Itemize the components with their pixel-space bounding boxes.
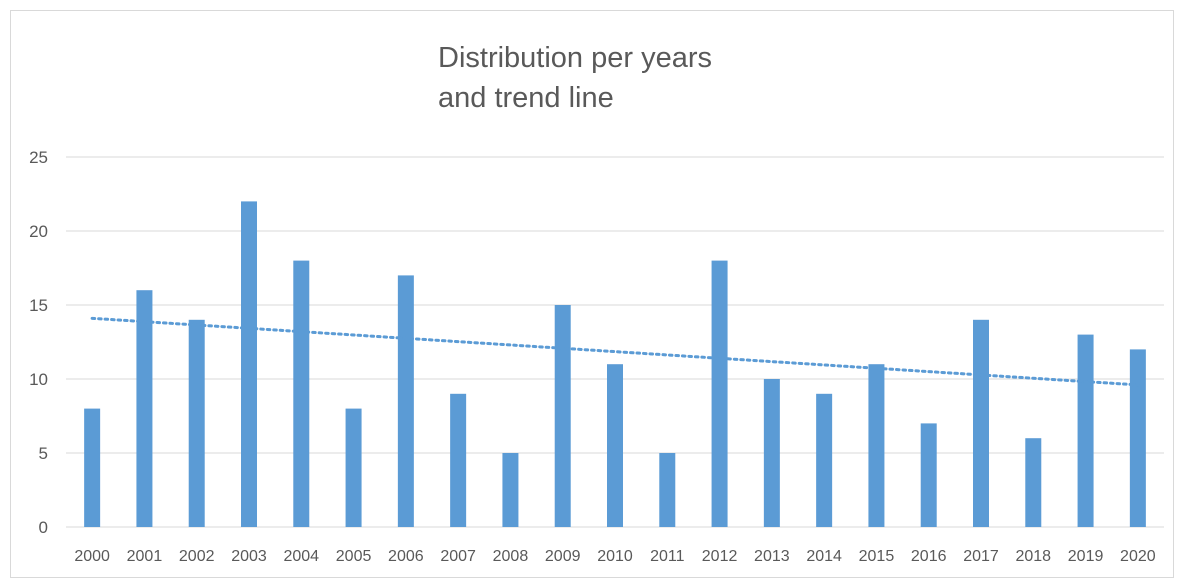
- x-tick-label: 2002: [179, 548, 215, 565]
- bar: [188, 319, 205, 527]
- bar: [293, 260, 310, 527]
- x-tick-label: 2011: [650, 548, 685, 565]
- x-tick-label: 2004: [283, 548, 319, 565]
- x-tick-label: 2013: [754, 548, 790, 565]
- chart-title: Distribution per years and trend line: [438, 42, 712, 114]
- bar: [711, 260, 728, 527]
- x-tick-label: 2010: [597, 548, 633, 565]
- bar: [659, 453, 676, 527]
- x-tick-label: 2003: [231, 548, 267, 565]
- bar: [554, 305, 571, 527]
- y-tick-label: 10: [29, 370, 48, 389]
- y-tick-label: 20: [29, 222, 48, 241]
- trend-line: [90, 316, 1140, 387]
- x-tick-label: 2008: [493, 548, 529, 565]
- bar: [1129, 349, 1146, 527]
- bar: [345, 408, 362, 527]
- x-tick-label: 2000: [74, 548, 110, 565]
- y-axis-ticks: 0 5 10 15 20 25: [29, 148, 48, 537]
- bar: [450, 393, 467, 527]
- bar: [241, 201, 257, 527]
- bar: [973, 319, 989, 527]
- x-tick-label: 2018: [1015, 548, 1051, 565]
- x-axis-ticks: 2000 2001 2002 2003 2004 2005 2006 2007 2008 2009…: [74, 548, 1155, 565]
- bar: [868, 364, 885, 527]
- bar: [136, 290, 153, 527]
- bar: [1025, 438, 1042, 527]
- x-tick-label: 2006: [388, 548, 424, 565]
- x-tick-label: 2001: [127, 548, 163, 565]
- x-tick-label: 2009: [545, 548, 581, 565]
- y-tick-label: 15: [29, 296, 48, 315]
- bar: [607, 364, 623, 527]
- x-tick-label: 2017: [963, 548, 999, 565]
- bar: [1077, 334, 1094, 527]
- bar: [920, 423, 937, 527]
- y-tick-label: 5: [39, 444, 48, 463]
- bar: [816, 393, 833, 527]
- x-tick-label: 2014: [806, 548, 842, 565]
- y-tick-label: 25: [29, 148, 48, 167]
- bar: [84, 408, 101, 527]
- bar: [397, 275, 414, 527]
- bar: [763, 379, 780, 527]
- trendline: [90, 316, 1140, 387]
- x-tick-label: 2015: [859, 548, 895, 565]
- x-tick-label: 2005: [336, 548, 372, 565]
- bar: [502, 453, 519, 527]
- x-tick-label: 2012: [702, 548, 738, 565]
- x-tick-label: 2019: [1068, 548, 1104, 565]
- x-tick-label: 2020: [1120, 548, 1156, 565]
- y-tick-label: 0: [39, 518, 48, 537]
- bars: [84, 201, 1146, 527]
- x-tick-label: 2016: [911, 548, 947, 565]
- x-tick-label: 2007: [440, 548, 476, 565]
